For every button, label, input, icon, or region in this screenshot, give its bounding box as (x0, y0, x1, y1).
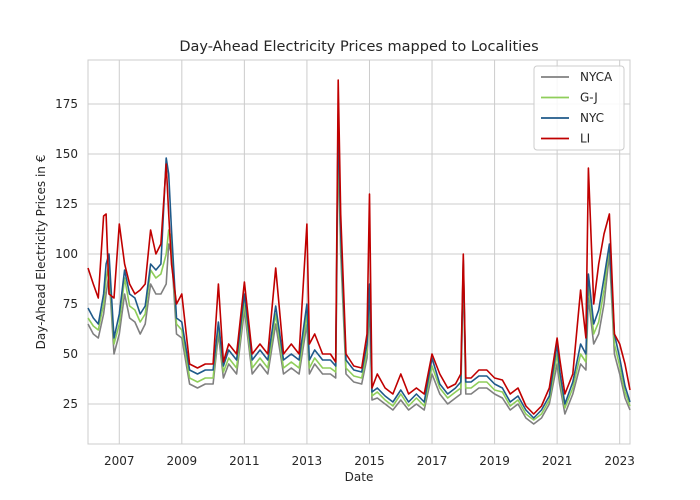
legend-entries: NYCA G-J NYC LI (541, 70, 613, 146)
y-tick-label: 75 (63, 297, 78, 311)
y-tick-label: 125 (55, 197, 78, 211)
legend-label-li: LI (580, 132, 590, 146)
y-tick-label: 50 (63, 347, 78, 361)
x-tick-labels: 2007 2009 2011 2013 2015 2017 2019 2021 2023 (104, 454, 635, 468)
x-tick-label: 2011 (229, 454, 260, 468)
x-tick-label: 2013 (292, 454, 323, 468)
y-tick-label: 100 (55, 247, 78, 261)
y-tick-label: 25 (63, 397, 78, 411)
x-tick-label: 2023 (604, 454, 635, 468)
series-line-g-j (87, 129, 631, 421)
x-tick-label: 2017 (417, 454, 448, 468)
y-axis-title: Day-Ahead Electricity Prices in € (34, 155, 48, 350)
y-tick-labels: 25 50 75 100 125 150 175 (55, 97, 78, 411)
chart-title: Day-Ahead Electricity Prices mapped to L… (179, 39, 538, 55)
x-tick-label: 2015 (354, 454, 385, 468)
x-axis-title: Date (345, 470, 374, 484)
legend: NYCA G-J NYC LI (533, 65, 625, 151)
series-line-nyc (87, 113, 631, 419)
series-line-nyca (87, 143, 631, 425)
y-tick-label: 150 (55, 147, 78, 161)
legend-label-nyc: NYC (580, 111, 604, 125)
series-lines (87, 79, 631, 425)
plot-frame (87, 59, 631, 445)
x-tick-label: 2009 (167, 454, 198, 468)
legend-label-nyca: NYCA (580, 70, 613, 84)
legend-label-g-j: G-J (580, 91, 598, 105)
y-tick-label: 175 (55, 97, 78, 111)
x-tick-label: 2021 (542, 454, 573, 468)
series-line-li (87, 79, 631, 415)
x-tick-label: 2007 (104, 454, 135, 468)
legend-box (533, 65, 625, 151)
x-tick-label: 2019 (479, 454, 510, 468)
